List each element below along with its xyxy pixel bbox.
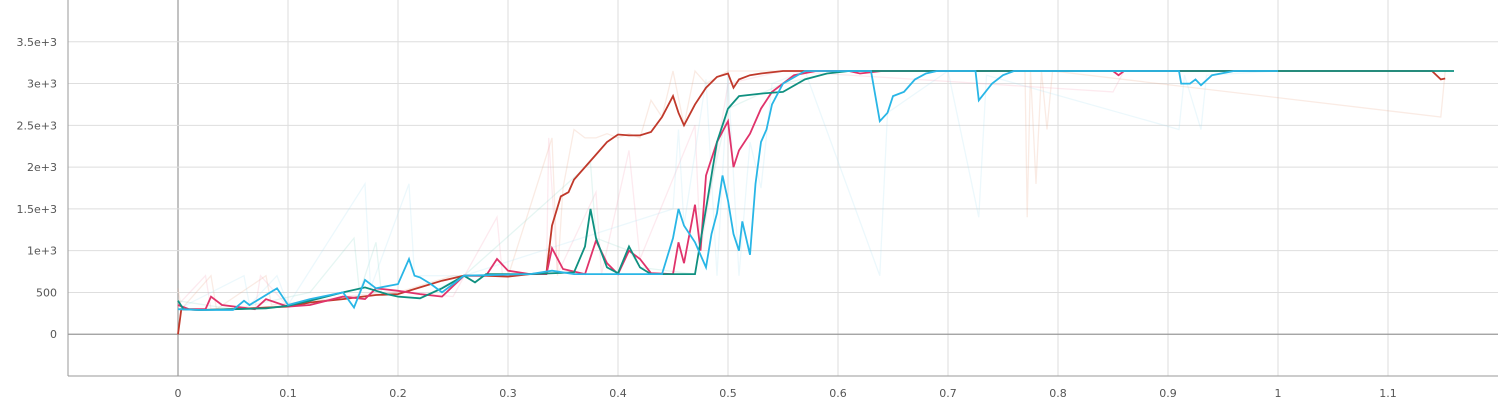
series-line-6	[177, 70, 1278, 311]
y-tick-label: 3e+3	[27, 78, 57, 91]
x-tick-label: 0.4	[609, 387, 627, 400]
raw-series	[177, 69, 1454, 311]
x-tick-label: 0.5	[719, 387, 737, 400]
series-line-0	[177, 70, 1446, 335]
x-tick-label: 0.7	[939, 387, 957, 400]
x-tick-label: 0.8	[1049, 387, 1067, 400]
y-tick-label: 2.5e+3	[17, 119, 57, 132]
x-tick-label: 0.3	[499, 387, 517, 400]
y-tick-label: 2e+3	[27, 161, 57, 174]
axes	[67, 0, 1498, 377]
smoothed-series	[177, 70, 1454, 335]
x-tick-label: 0.9	[1159, 387, 1177, 400]
x-tick-label: 1	[1275, 387, 1282, 400]
series-line-4	[177, 70, 1454, 311]
y-tick-label: 500	[36, 286, 57, 299]
x-tick-label: 0.2	[389, 387, 407, 400]
raw-series-line-1	[177, 69, 1446, 311]
raw-series-line-3	[177, 70, 1256, 310]
y-tick-label: 3.5e+3	[17, 36, 57, 49]
y-tick-label: 1.5e+3	[17, 203, 57, 216]
grid	[68, 0, 1498, 376]
x-tick-label: 0.1	[279, 387, 297, 400]
x-tick-label: 1.1	[1379, 387, 1397, 400]
x-tick-labels: 0 0.1 0.2 0.3 0.4 0.5 0.6 0.7 0.8 0.9 1 1.1	[175, 387, 1397, 400]
x-tick-label: 0	[175, 387, 182, 400]
y-tick-labels: 0 500 1e+3 1.5e+3 2e+3 2.5e+3 3e+3 3.5e+3	[17, 36, 57, 341]
y-tick-label: 1e+3	[27, 245, 57, 258]
y-tick-label: 0	[50, 328, 57, 341]
x-tick-label: 0.6	[829, 387, 847, 400]
